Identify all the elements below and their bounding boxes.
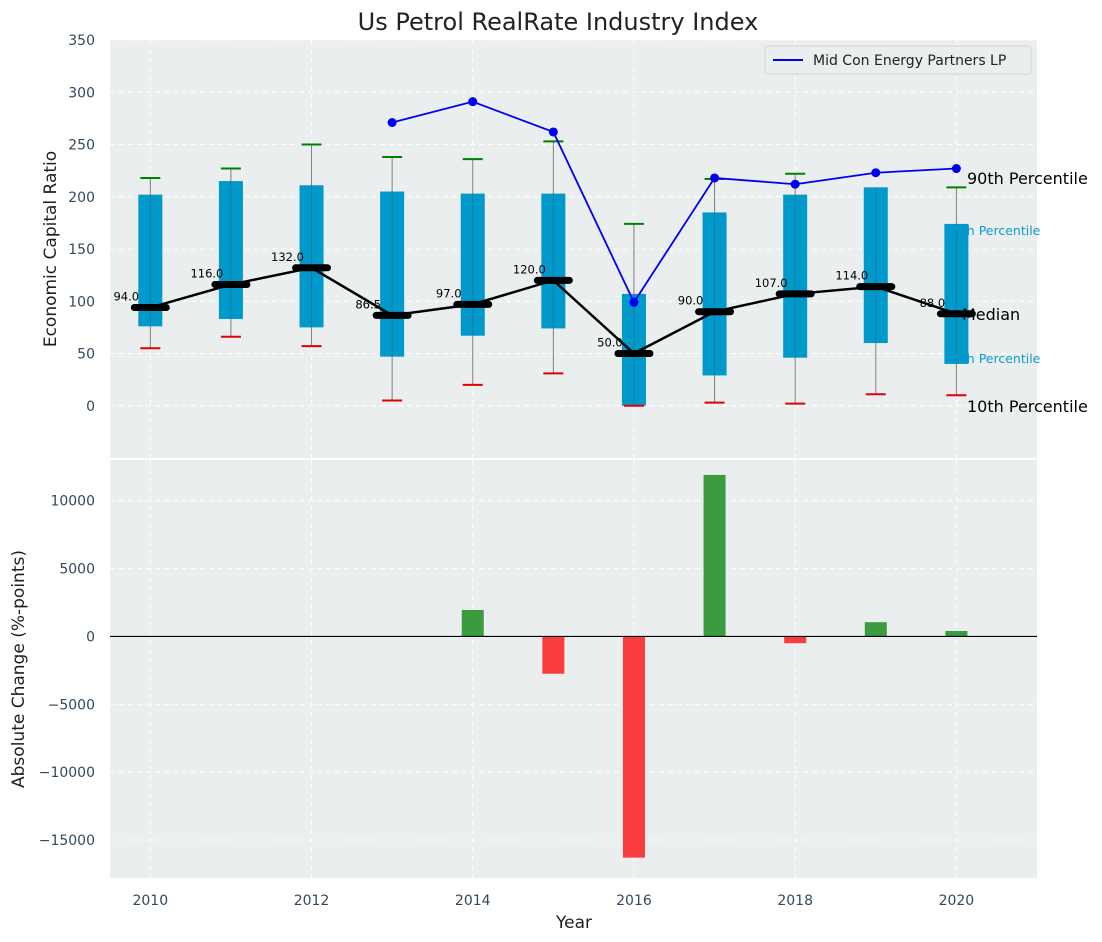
x-axis-title: Year (555, 913, 592, 933)
bottom-y-tick-label: 10000 (50, 494, 95, 510)
box-plot-group (138, 140, 969, 407)
company-series-point (710, 173, 720, 183)
bottom-y-tick-label: −15000 (39, 833, 95, 849)
bottom-y-tick-label: −5000 (48, 697, 95, 713)
median-value-label: 114.0 (835, 269, 868, 283)
median-value-label: 120.0 (513, 262, 546, 276)
company-series-point (468, 97, 478, 107)
bottom-y-tick-label: 0 (86, 629, 95, 645)
legend-label: Mid Con Energy Partners LP (813, 53, 1006, 69)
top-y-tick-label: 200 (68, 190, 95, 206)
x-tick-label: 2012 (294, 893, 330, 909)
top-y-tick-label: 0 (86, 399, 95, 415)
top-y-tick-label: 300 (68, 85, 95, 101)
p75-band-label: 75th Percentile (946, 223, 1041, 238)
company-series-point (629, 297, 639, 307)
x-tick-label: 2020 (939, 893, 975, 909)
company-series-group (387, 97, 961, 307)
x-tick-labels: 2010 2012 2014 2016 2018 2020 (132, 893, 974, 909)
x-tick-label: 2016 (616, 893, 652, 909)
company-series-point (790, 179, 800, 189)
median-line-group: 94.0 116.0 132.0 86.5 97.0 120.0 50.0 90.0 107.0… (113, 250, 976, 357)
median-value-label: 97.0 (436, 286, 462, 300)
legend: Mid Con Energy Partners LP (764, 45, 1032, 75)
company-series-point (548, 127, 558, 137)
bottom-y-tick-labels: −15000 −10000 −5000 0 5000 10000 (39, 494, 95, 849)
bottom-y-tick-label: 5000 (59, 562, 95, 578)
median-value-label: 90.0 (678, 294, 704, 308)
x-tick-label: 2010 (132, 893, 168, 909)
median-value-label: 88.0 (920, 296, 946, 310)
change-bar-positive (461, 609, 484, 637)
company-series-point (387, 118, 397, 128)
median-value-label: 86.5 (355, 297, 381, 311)
median-value-label: 116.0 (190, 267, 223, 281)
median-band-label: Median (962, 305, 1020, 324)
change-bar-negative (622, 636, 645, 858)
change-bar-positive (945, 631, 968, 637)
bottom-plot-area (110, 460, 1037, 878)
change-bars-group (461, 474, 968, 858)
top-y-tick-label: 250 (68, 138, 95, 154)
change-bar-positive (864, 622, 887, 637)
top-y-tick-label: 100 (68, 294, 95, 310)
company-series-line (391, 100, 957, 305)
p10-band-label: 10th Percentile (967, 397, 1088, 416)
top-y-tick-label: 150 (68, 242, 95, 258)
change-bar-negative (784, 636, 807, 644)
change-bar-negative (542, 636, 565, 674)
top-y-tick-labels: 0 50 100 150 200 250 300 350 (68, 33, 95, 415)
median-value-label: 132.0 (271, 250, 304, 264)
p90-band-label: 90th Percentile (967, 169, 1088, 188)
top-y-axis-title: Economic Capital Ratio (41, 151, 61, 347)
x-tick-label: 2014 (455, 893, 491, 909)
median-value-label: 50.0 (597, 336, 623, 350)
p25-band-label: 25th Percentile (946, 351, 1041, 366)
bottom-y-tick-label: −10000 (39, 765, 95, 781)
x-tick-label: 2018 (777, 893, 813, 909)
top-y-tick-label: 50 (77, 347, 95, 363)
company-series-point (871, 168, 881, 178)
legend-box (764, 45, 1032, 75)
change-bar-positive (703, 474, 726, 637)
company-series-point (951, 164, 961, 174)
median-value-label: 107.0 (755, 276, 788, 290)
median-value-label: 94.0 (113, 290, 139, 304)
top-y-tick-label: 350 (68, 33, 95, 49)
bottom-y-axis-title: Absolute Change (%-points) (9, 550, 29, 788)
chart-title: Us Petrol RealRate Industry Index (358, 8, 759, 36)
